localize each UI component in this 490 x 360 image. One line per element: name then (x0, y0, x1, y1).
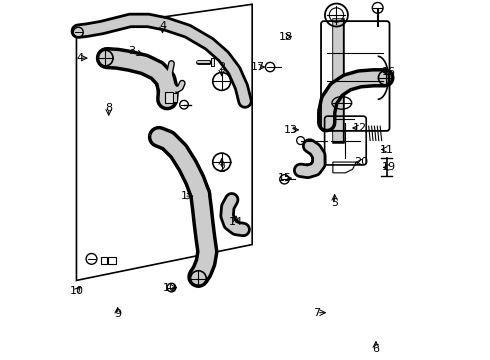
Bar (173, 93, 177, 102)
Text: 4: 4 (76, 53, 84, 63)
Text: 2: 2 (218, 62, 225, 72)
Text: 2: 2 (218, 164, 225, 174)
Text: 13: 13 (284, 125, 298, 135)
Text: 6: 6 (372, 343, 379, 354)
Bar (108, 257, 116, 264)
Text: 3: 3 (128, 46, 136, 56)
Text: 15: 15 (277, 173, 292, 183)
Text: 7: 7 (313, 308, 320, 318)
Bar (211, 58, 214, 66)
Text: 10: 10 (163, 283, 177, 293)
Text: 12: 12 (353, 123, 367, 133)
Text: 9: 9 (114, 310, 121, 319)
Text: 17: 17 (250, 62, 265, 72)
Text: 18: 18 (279, 32, 294, 41)
Text: 20: 20 (354, 157, 368, 167)
Text: 10: 10 (70, 286, 83, 296)
Text: 1: 1 (180, 191, 188, 201)
Text: 19: 19 (381, 162, 395, 172)
Text: 5: 5 (331, 198, 338, 208)
Bar (101, 257, 107, 264)
Text: 8: 8 (105, 103, 112, 113)
Text: 14: 14 (229, 217, 243, 227)
Text: 4: 4 (159, 21, 166, 31)
FancyBboxPatch shape (165, 92, 172, 103)
Text: 16: 16 (381, 67, 395, 77)
Text: 11: 11 (380, 144, 393, 154)
